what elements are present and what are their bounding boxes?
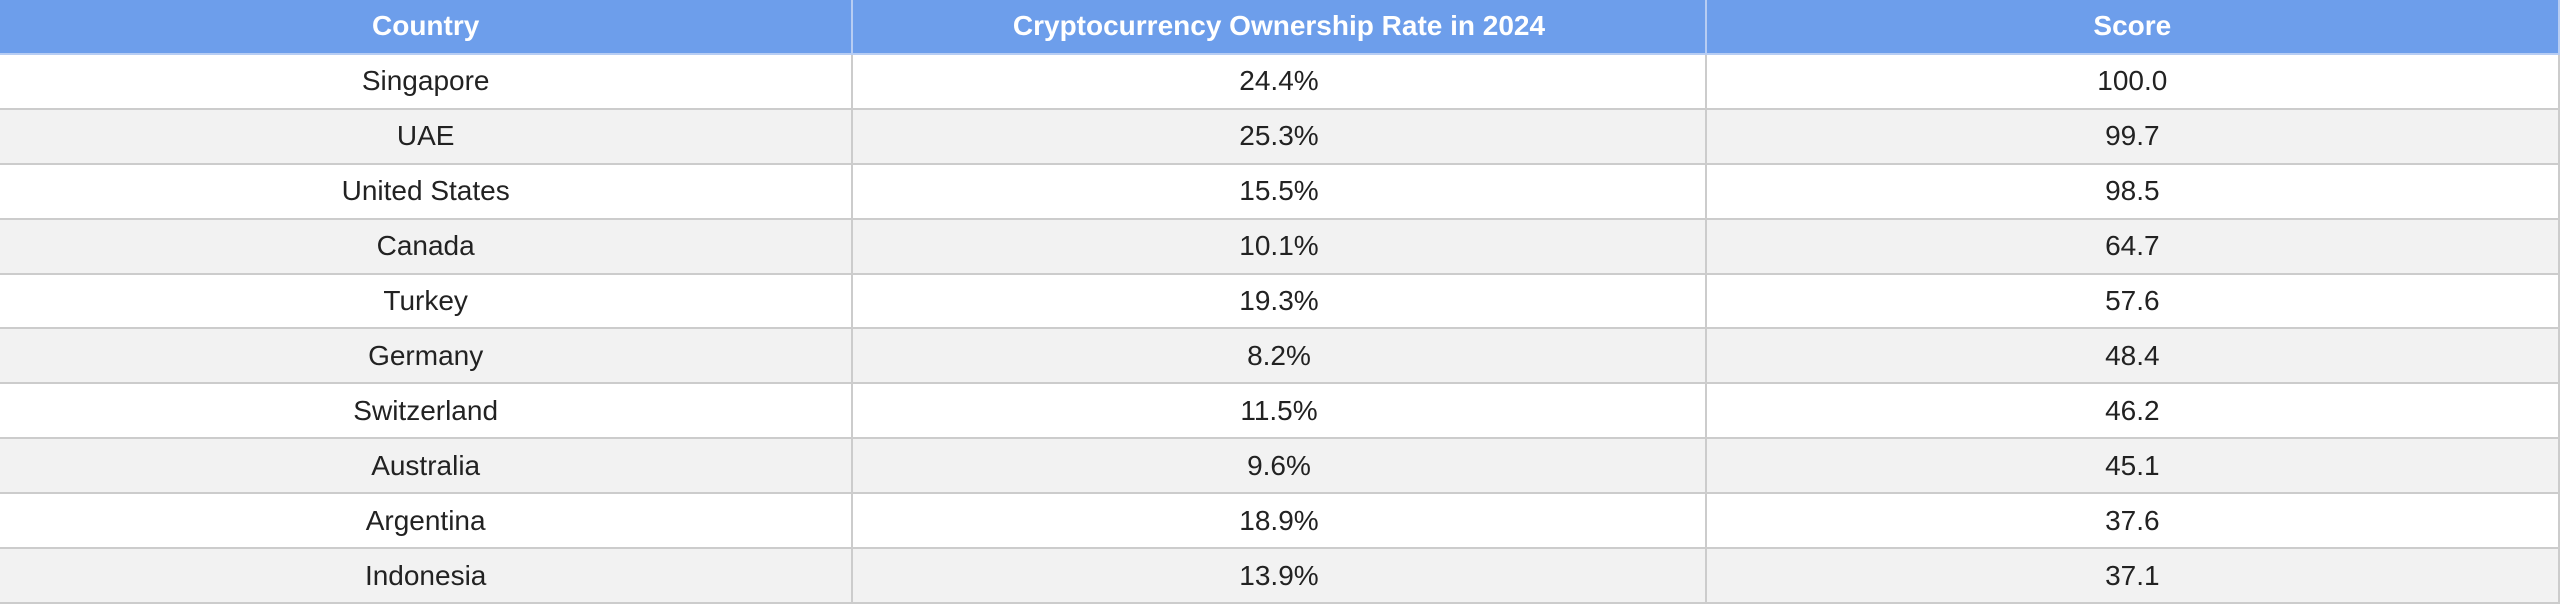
column-header: Cryptocurrency Ownership Rate in 2024 bbox=[853, 0, 1707, 55]
table-cell: Australia bbox=[0, 439, 854, 495]
table-cell: Switzerland bbox=[0, 384, 854, 440]
table-cell: Argentina bbox=[0, 494, 854, 550]
table-cell: UAE bbox=[0, 109, 854, 165]
table-cell: 64.7 bbox=[1706, 219, 2560, 275]
table-cell: 24.4% bbox=[853, 54, 1707, 110]
table-cell: 45.1 bbox=[1706, 439, 2560, 495]
table-cell: 8.2% bbox=[853, 329, 1707, 385]
column-header: Country bbox=[0, 0, 854, 55]
table-cell: 25.3% bbox=[853, 109, 1707, 165]
table-cell: 19.3% bbox=[853, 274, 1707, 330]
table-cell: 15.5% bbox=[853, 164, 1707, 220]
table-cell: Canada bbox=[0, 219, 854, 275]
table-cell: 18.9% bbox=[853, 494, 1707, 550]
table-cell: Turkey bbox=[0, 274, 854, 330]
column-header: Score bbox=[1706, 0, 2560, 55]
table-cell: 37.1 bbox=[1706, 549, 2560, 604]
table-cell: 37.6 bbox=[1706, 494, 2560, 550]
table-cell: Singapore bbox=[0, 54, 854, 110]
table-cell: United States bbox=[0, 164, 854, 220]
table-cell: 46.2 bbox=[1706, 384, 2560, 440]
table-cell: 9.6% bbox=[853, 439, 1707, 495]
table-cell: 57.6 bbox=[1706, 274, 2560, 330]
table-cell: 100.0 bbox=[1706, 54, 2560, 110]
table-cell: 48.4 bbox=[1706, 329, 2560, 385]
table-cell: 99.7 bbox=[1706, 109, 2560, 165]
table-cell: 98.5 bbox=[1706, 164, 2560, 220]
table-cell: 13.9% bbox=[853, 549, 1707, 604]
table-cell: 10.1% bbox=[853, 219, 1707, 275]
table-cell: 11.5% bbox=[853, 384, 1707, 440]
table-cell: Indonesia bbox=[0, 549, 854, 604]
table-cell: Germany bbox=[0, 329, 854, 385]
